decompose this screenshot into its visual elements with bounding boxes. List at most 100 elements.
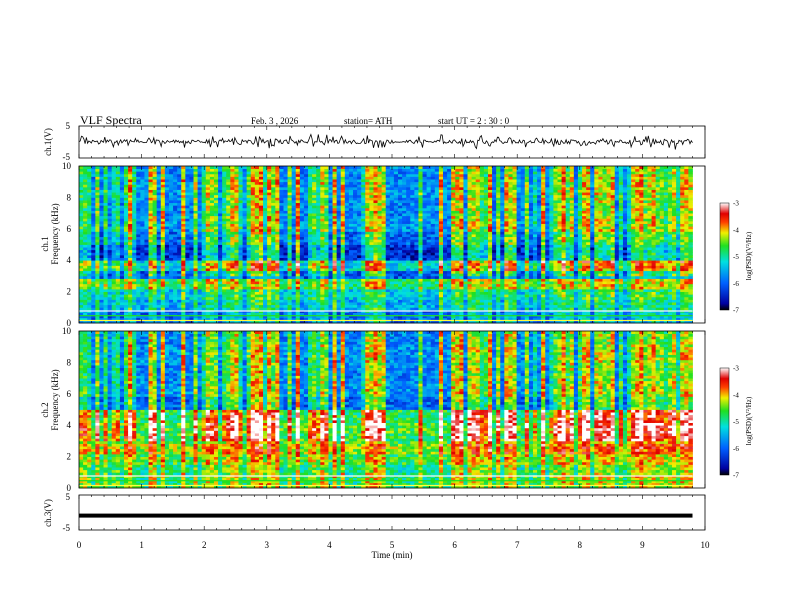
spectrogram-cell (140, 302, 145, 306)
spectrogram-cell (414, 194, 419, 198)
spectrogram-cell (83, 207, 88, 211)
spectrogram-cell (222, 223, 227, 227)
spectrogram-cell (332, 218, 338, 222)
spectrogram-cell (402, 239, 407, 243)
spectrogram-cell (144, 181, 149, 185)
spectrogram-cell (381, 192, 387, 196)
spectrogram-cell (287, 184, 293, 188)
spectrogram-cell (291, 296, 297, 300)
spectrogram-cell (398, 223, 403, 227)
spectrogram-cell (312, 205, 317, 209)
spectrogram-cell (189, 302, 194, 306)
spectrogram-cell (377, 281, 383, 285)
spectrogram-cell (103, 192, 109, 196)
spectrogram-cell (361, 270, 366, 274)
spectrogram-cell (385, 189, 391, 193)
spectrogram-cell (144, 283, 149, 287)
spectrogram-cell (377, 247, 383, 251)
spectrogram-cell (414, 202, 419, 206)
spectrogram-cell (185, 273, 190, 277)
spectrogram-cell (91, 249, 96, 253)
spectrogram-cell (402, 270, 407, 274)
spectrogram-cell (181, 247, 186, 251)
spectrogram-cell (410, 281, 415, 285)
spectrogram-cell (279, 270, 284, 274)
spectrogram-cell (128, 307, 133, 311)
spectrogram-cell (83, 315, 88, 319)
spectrogram-cell (361, 228, 366, 232)
spectrogram-cell (238, 189, 243, 193)
spectrogram-cell (299, 179, 305, 183)
spectrogram-cell (168, 181, 174, 185)
spectrogram-cell (250, 296, 256, 300)
spectrogram-cell (140, 202, 145, 206)
spectrogram-cell (393, 273, 399, 277)
ch1-waveform-trace (78, 133, 693, 150)
spectrogram-cell (218, 283, 223, 287)
spectrogram-cell (140, 234, 145, 238)
spectrogram-cell (213, 186, 219, 190)
spectrogram-cell (79, 299, 84, 303)
spectrogram-cell (402, 171, 407, 175)
spectrogram-cell (250, 273, 256, 277)
spectrogram-cell (275, 189, 280, 193)
spectrogram-cell (406, 218, 411, 222)
spectrogram-cell (152, 241, 158, 245)
spectrogram-cell (205, 173, 211, 177)
spectrogram-cell (332, 166, 338, 170)
spectrogram-cell (328, 320, 333, 324)
spectrogram-cell (201, 252, 207, 256)
spectrogram-cell (398, 281, 403, 285)
spectrogram-cell (83, 231, 88, 235)
spectrogram-cell (365, 166, 370, 170)
spectrogram-cell (357, 207, 362, 211)
spectrogram-cell (189, 176, 194, 180)
spectrogram-cell (303, 241, 309, 245)
spectrogram-cell (173, 200, 178, 204)
spectrogram-cell (152, 291, 158, 295)
spectrogram-cell (83, 270, 88, 274)
spectrogram-cell (197, 254, 203, 258)
spectrogram-cell (303, 244, 309, 248)
spectrogram-cell (328, 288, 333, 292)
spectrogram-cell (283, 317, 288, 321)
spectrogram-cell (99, 189, 104, 193)
spectrogram-cell (283, 173, 288, 177)
spectrogram-cell (348, 320, 354, 324)
spectrogram-cell (148, 166, 154, 170)
spectrogram-cell (123, 166, 129, 170)
spectrogram-cell (201, 202, 207, 206)
spectrogram-cell (99, 252, 104, 256)
spectrogram-cell (287, 317, 293, 321)
spectrogram-cell (218, 234, 223, 238)
spectrogram-cell (316, 197, 321, 201)
spectrogram-cell (393, 265, 399, 269)
spectrogram-cell (373, 168, 378, 172)
spectrogram-cell (193, 307, 199, 311)
spectrogram-cell (369, 197, 374, 201)
spectrogram-cell (250, 168, 256, 172)
spectrogram-cell (254, 268, 260, 272)
spectrogram-cell (189, 205, 194, 209)
spectrogram-cell (148, 273, 154, 277)
spectrogram-cell (144, 239, 149, 243)
spectrogram-cell (263, 194, 268, 198)
spectrogram-cell (107, 247, 113, 251)
spectrogram-cell (258, 205, 264, 209)
spectrogram-cell (173, 299, 178, 303)
spectrogram-cell (140, 205, 145, 209)
spectrogram-cell (95, 186, 100, 190)
spectrogram-cell (279, 226, 284, 230)
spectrogram-cell (381, 244, 387, 248)
spectrogram-cell (234, 234, 239, 238)
spectrogram-cell (308, 262, 313, 266)
spectrogram-cell (79, 166, 84, 170)
spectrogram-cell (209, 197, 215, 201)
spectrogram-cell (275, 281, 280, 285)
spectrogram-cell (115, 262, 121, 266)
spectrogram-cell (123, 244, 129, 248)
spectrogram-cell (177, 228, 182, 232)
spectrogram-cell (246, 317, 252, 321)
spectrogram-cell (222, 262, 227, 266)
spectrogram-cell (148, 320, 154, 324)
